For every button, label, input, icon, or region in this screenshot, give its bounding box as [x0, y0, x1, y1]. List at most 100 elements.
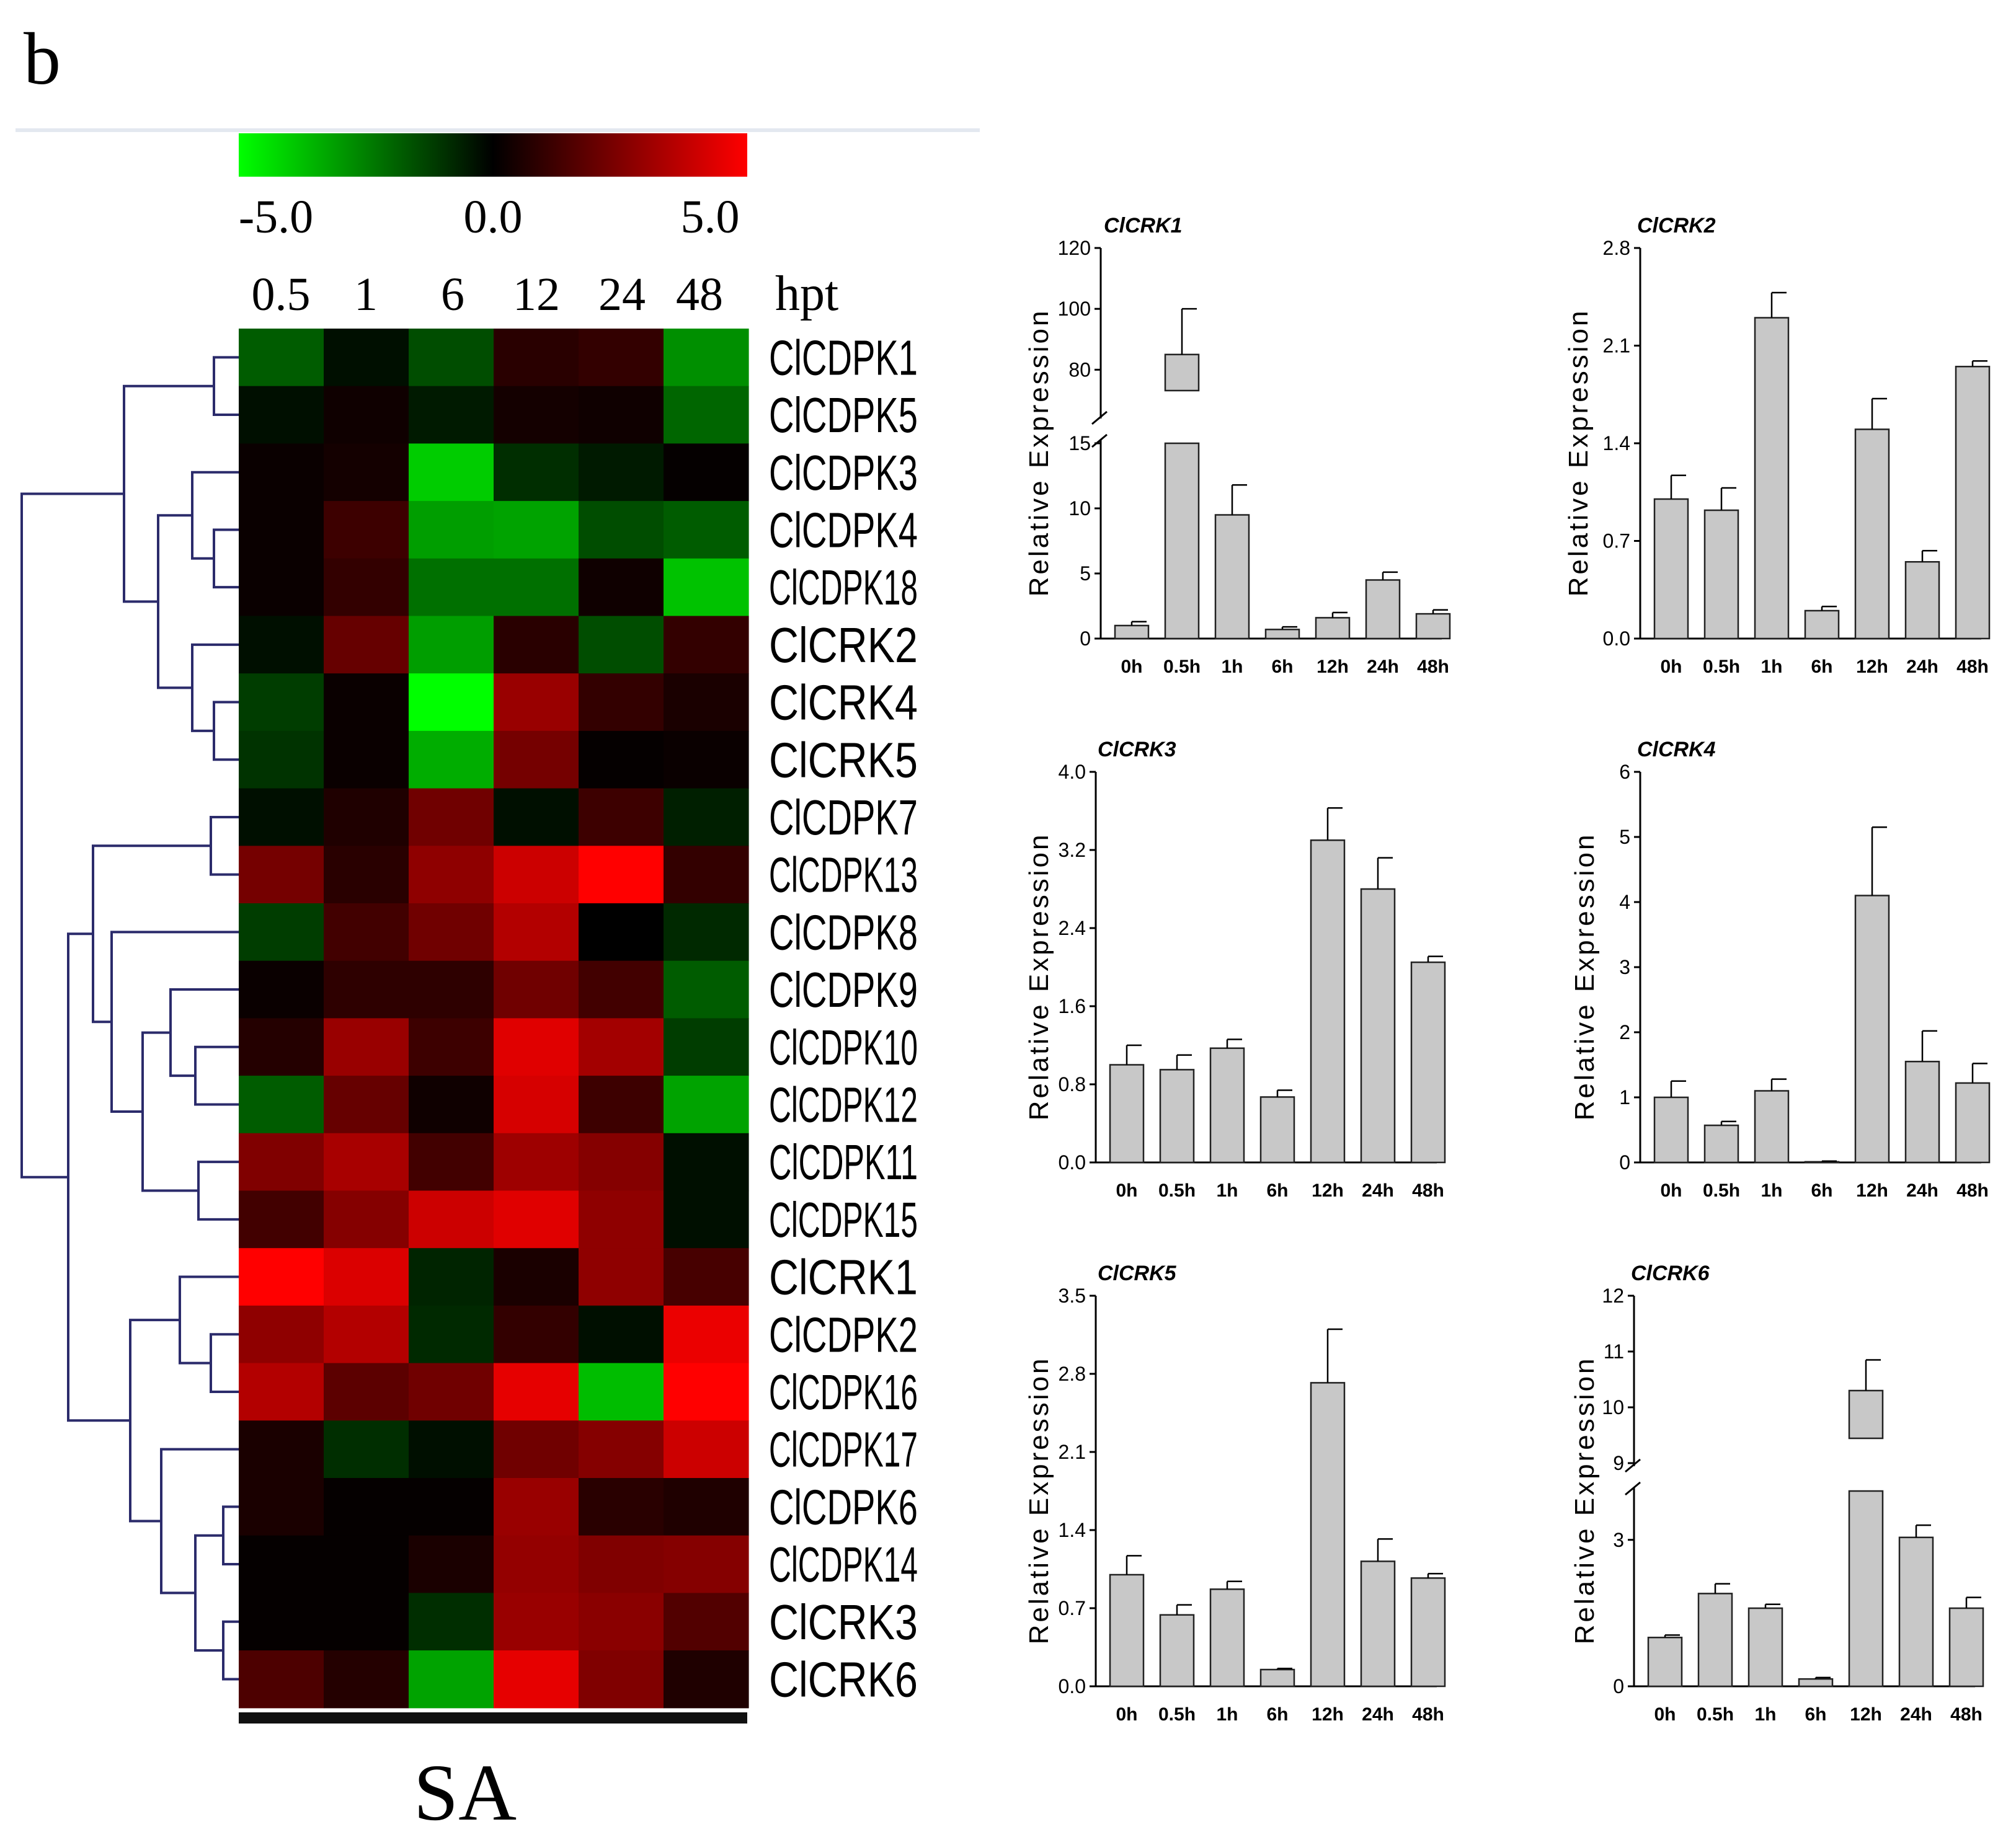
heatmap-cell: [239, 1593, 324, 1651]
heatmap-cell: [579, 1190, 664, 1249]
heatmap-cell: [664, 960, 749, 1019]
heatmap-cell: [664, 1305, 749, 1364]
bar: [1703, 509, 1739, 640]
heatmap-cell: [409, 1535, 494, 1593]
heatmap-cell: [239, 501, 324, 559]
x-tick-label: 24h: [1362, 1180, 1394, 1201]
heatmap-cell: [579, 960, 664, 1019]
gene-label: ClCDPK17: [769, 1422, 918, 1477]
x-tick-label: 0h: [1121, 657, 1142, 677]
heatmap-cell: [664, 1363, 749, 1421]
y-tick-label: 3: [1619, 956, 1630, 978]
treatment-bar: [239, 1712, 747, 1724]
heatmap-cell: [409, 730, 494, 789]
heatmap-cell: [409, 329, 494, 387]
heatmap-cells: [239, 329, 749, 1709]
y-tick-label: 2: [1619, 1021, 1630, 1043]
heatmap-cell: [324, 960, 409, 1019]
heatmap-cell: [664, 558, 749, 617]
heatmap-cell: [409, 1420, 494, 1479]
heatmap-cell: [494, 673, 579, 732]
y-tick-label: 12: [1602, 1285, 1624, 1307]
gene-label: ClCDPK18: [769, 560, 918, 615]
heatmap-cell: [664, 730, 749, 789]
heatmap-cell: [239, 1535, 324, 1593]
gene-label: ClCDPK8: [769, 905, 918, 960]
gene-label: ClCDPK5: [769, 387, 918, 443]
chart-title: ClCRK2: [1637, 214, 1716, 237]
heatmap-cell: [664, 1133, 749, 1192]
heatmap-cell: [664, 1190, 749, 1249]
heatmap-cell: [409, 1248, 494, 1306]
bar: [1804, 609, 1840, 640]
bar: [1410, 961, 1446, 1164]
heatmap-cell: [494, 1190, 579, 1249]
y-tick-label: 2.8: [1603, 237, 1630, 259]
heatmap-cell: [324, 1363, 409, 1421]
heatmap-cell: [664, 1076, 749, 1134]
gene-label: ClCRK3: [769, 1595, 918, 1650]
bar: [1164, 442, 1200, 640]
x-tick-label: 1h: [1754, 1704, 1776, 1725]
chart-title: ClCRK4: [1637, 738, 1716, 761]
bar: [1948, 1607, 1984, 1688]
heatmap-cell: [409, 1650, 494, 1709]
dendrogram-branch: [213, 701, 239, 761]
y-tick-label: 10: [1602, 1396, 1624, 1418]
y-tick-label: 2.8: [1059, 1363, 1086, 1385]
heatmap-cell: [579, 846, 664, 904]
bar: [1159, 1069, 1195, 1164]
heatmap-cell: [324, 1478, 409, 1536]
heatmap-cell: [409, 616, 494, 674]
bar-upper: [1164, 353, 1200, 392]
x-tick-label: 48h: [1412, 1180, 1444, 1201]
x-tick-label: 24h: [1906, 657, 1938, 677]
y-tick-label: 4: [1619, 891, 1630, 913]
heatmap-cell: [239, 1420, 324, 1479]
heatmap-cell: [494, 1363, 579, 1421]
x-tick-label: 6h: [1811, 1180, 1832, 1201]
heatmap-cell: [324, 501, 409, 559]
heatmap-cell: [664, 1478, 749, 1536]
heatmap-cell: [324, 558, 409, 617]
y-axis-label: Relative Expression: [1570, 833, 1600, 1121]
heatmap-cell: [579, 1018, 664, 1076]
y-axis-label: Relative Expression: [1024, 833, 1054, 1121]
heatmap-cell: [324, 1190, 409, 1249]
y-tick-label: 80: [1068, 358, 1091, 381]
x-tick-label: 48h: [1417, 657, 1449, 677]
bar: [1365, 579, 1401, 640]
heatmap-cell: [664, 616, 749, 674]
y-tick-label: 0.0: [1603, 627, 1630, 650]
x-tick-label: 0.5h: [1158, 1180, 1196, 1201]
bar: [1754, 1090, 1790, 1164]
dendrogram-branch: [213, 356, 239, 417]
x-tick-label: 0h: [1116, 1704, 1137, 1725]
bar: [1109, 1064, 1145, 1164]
heatmap-cell: [239, 846, 324, 904]
heatmap-cell: [409, 1593, 494, 1651]
heatmap-cell: [494, 846, 579, 904]
panel-label: b: [24, 17, 61, 100]
gene-label: ClCDPK13: [769, 847, 918, 903]
heatmap-cell: [324, 1133, 409, 1192]
gene-label: ClCRK2: [769, 617, 918, 673]
chart-title: ClCRK3: [1098, 738, 1176, 761]
heatmap-cell: [579, 1305, 664, 1364]
axis-break-gap: [1097, 418, 1104, 440]
y-tick-label: 1.4: [1059, 1519, 1086, 1541]
bar-chart-ClCRK3: 0.0 0.8 1.6 2.4 3.2 4.0 0h 0.5h 1h 6h 12h 24h 48h ClC…: [1024, 738, 1446, 1201]
y-tick-label: 5: [1619, 826, 1630, 848]
dendrogram-branch: [210, 815, 239, 876]
heatmap-cell: [579, 1593, 664, 1651]
heatmap-cell: [579, 730, 664, 789]
dendrogram-branch: [129, 1319, 180, 1523]
heatmap-cell: [324, 1650, 409, 1709]
x-tick-label: 12h: [1317, 657, 1349, 677]
y-tick-label: 1.6: [1059, 995, 1086, 1017]
scale-label-min: -5.0: [239, 191, 313, 243]
heatmap-cell: [324, 1076, 409, 1134]
heatmap-cell: [409, 903, 494, 962]
heatmap-cell: [494, 1478, 579, 1536]
y-tick-label: 3.5: [1059, 1285, 1086, 1307]
